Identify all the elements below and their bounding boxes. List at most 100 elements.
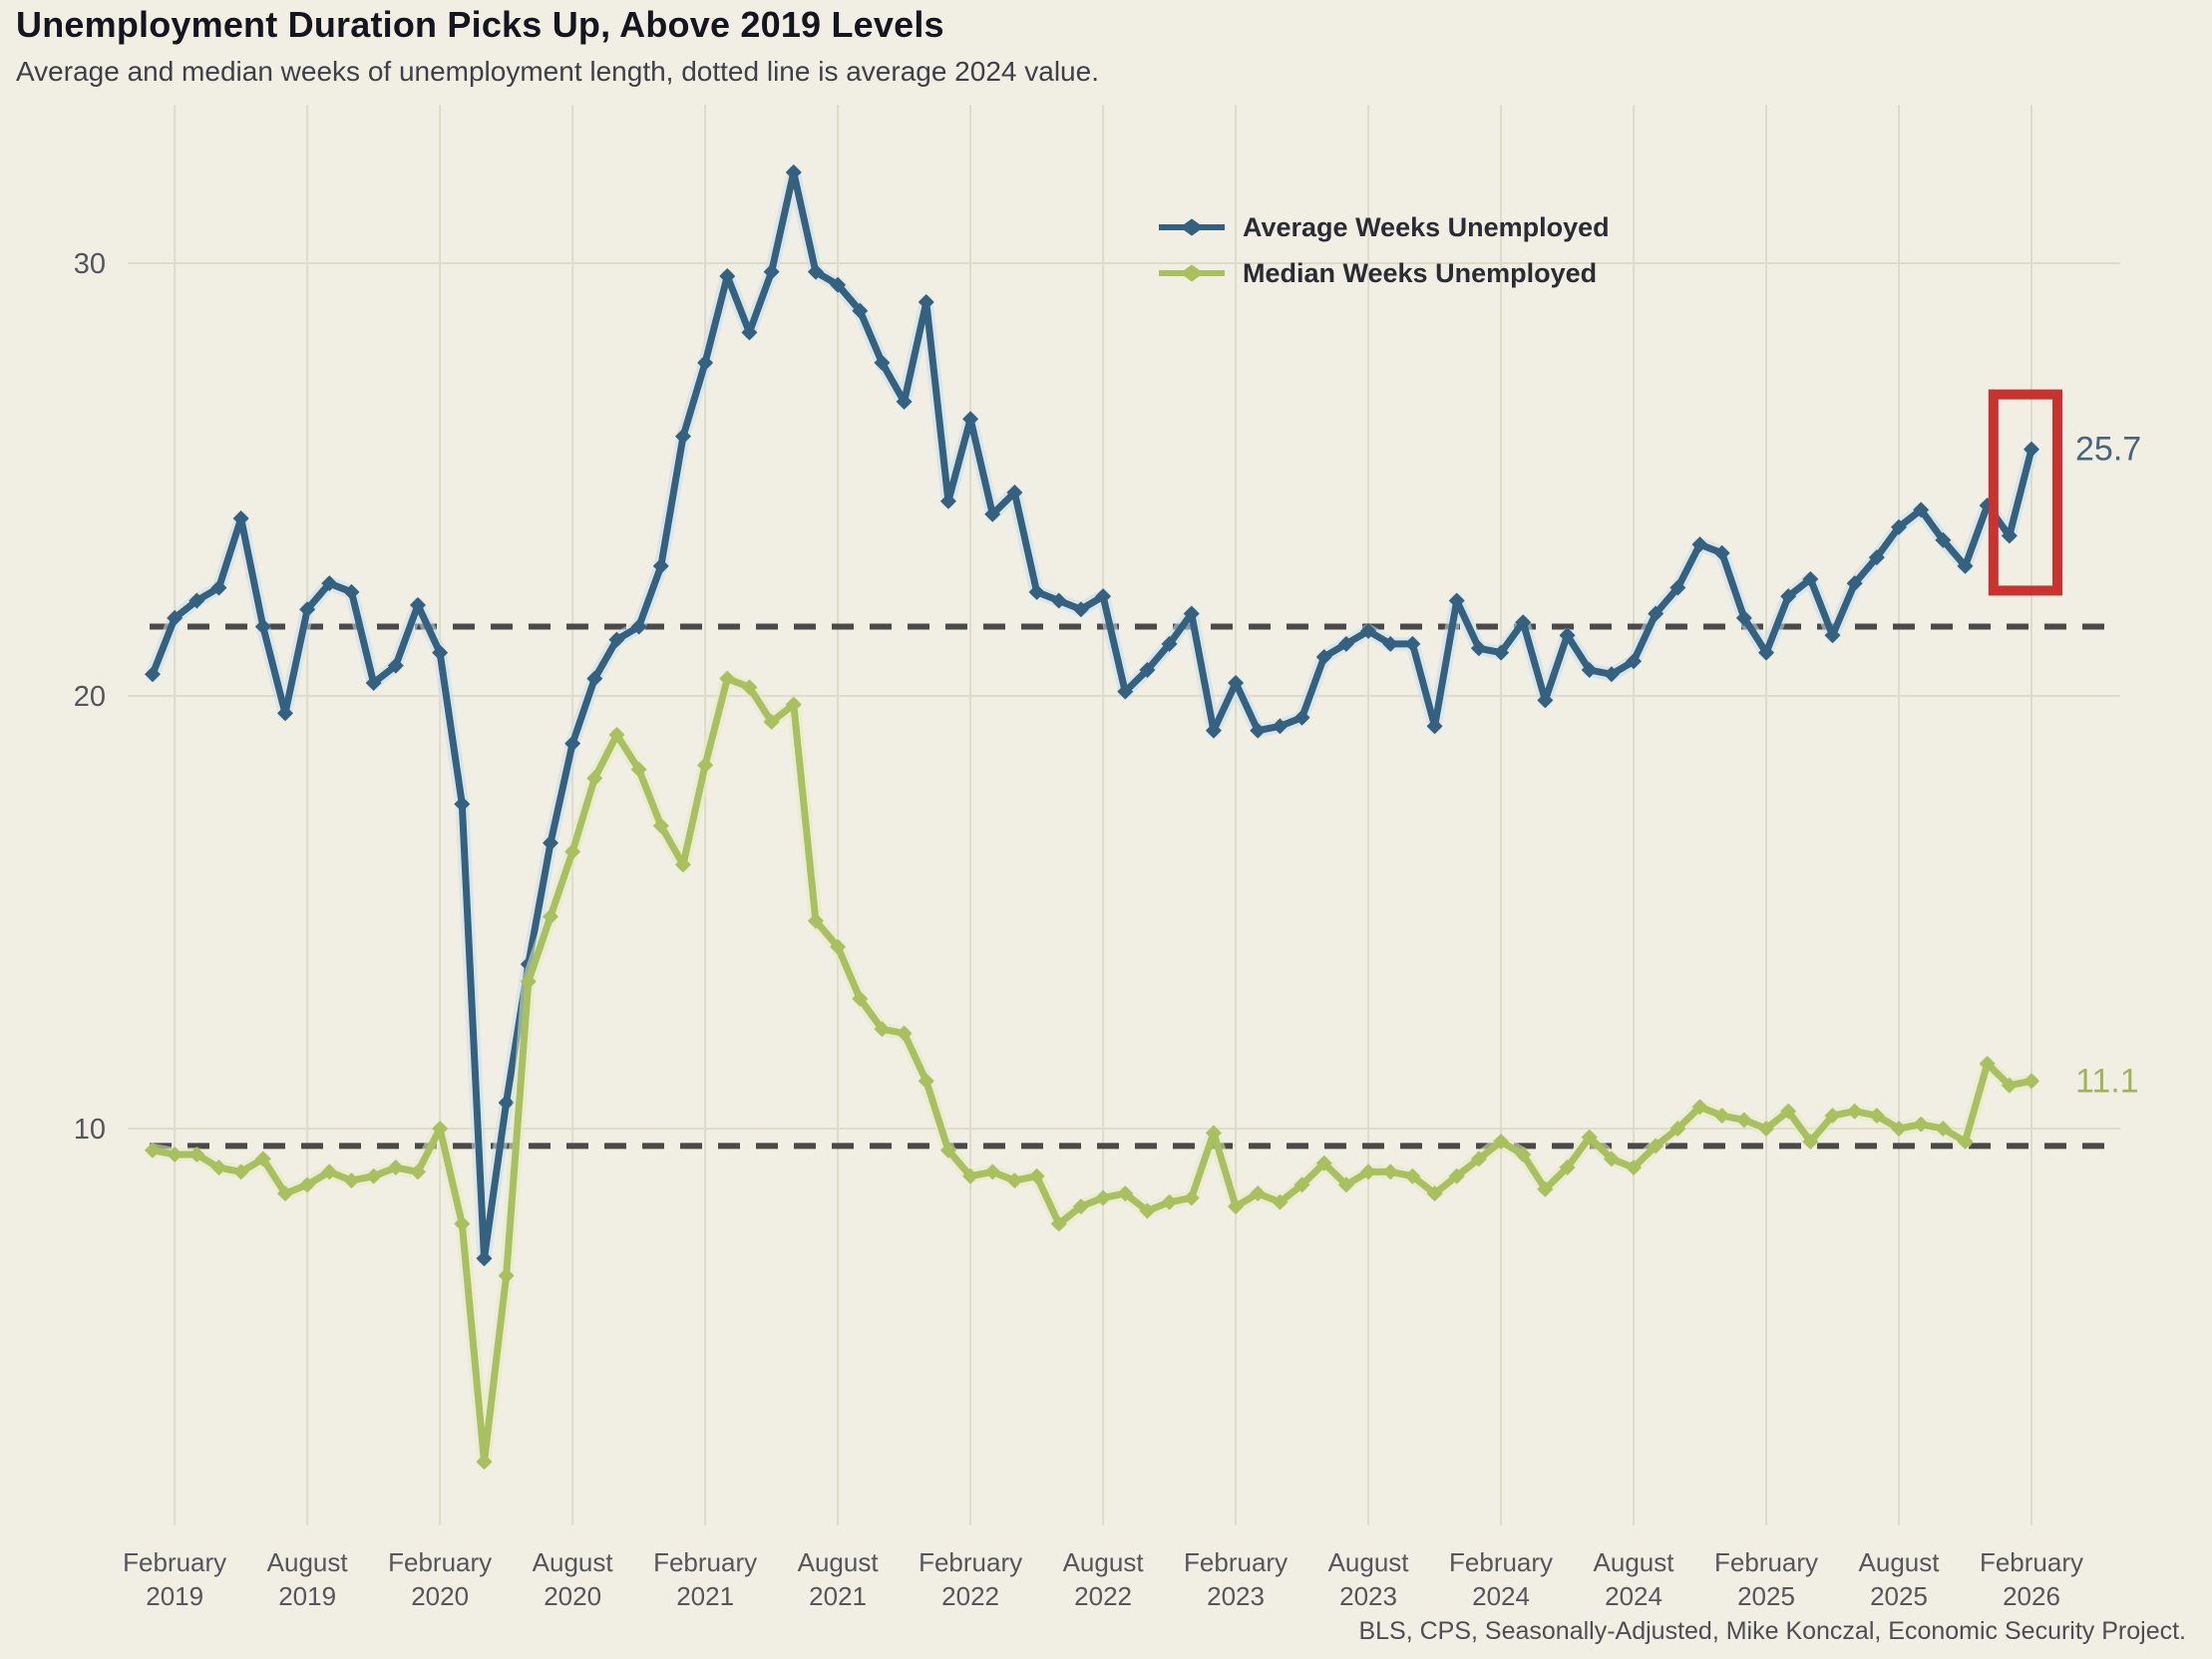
data-point-marker-average [276,705,293,722]
data-point-marker-median [1868,1107,1885,1124]
data-point-marker-average [939,493,956,509]
x-axis-tick-month: February [919,1547,1022,1577]
data-point-marker-average [1315,648,1332,665]
data-point-marker-median [1780,1103,1797,1120]
x-axis-tick-month: February [1980,1547,2083,1577]
data-point-marker-average [1404,635,1421,652]
data-point-marker-median [1072,1198,1089,1215]
data-point-marker-median [321,1163,338,1180]
data-point-marker-average [387,657,404,674]
data-point-marker-median [1360,1163,1377,1180]
data-point-marker-average [830,276,847,293]
data-point-marker-average [1072,601,1089,618]
data-point-marker-median [1515,1147,1532,1163]
data-point-marker-average [476,1250,493,1267]
data-point-marker-average [299,601,316,618]
data-point-marker-median [1758,1121,1775,1137]
data-point-marker-median [1713,1107,1730,1124]
data-point-marker-median [1426,1185,1443,1202]
x-axis-tick-year: 2019 [278,1581,336,1611]
data-point-marker-average [1515,614,1532,631]
data-point-marker-median [1603,1151,1620,1167]
data-point-marker-median [1802,1134,1819,1151]
data-point-marker-median [1935,1121,1952,1137]
data-point-marker-median [1228,1198,1245,1215]
data-point-marker-median [1891,1121,1908,1137]
series-halo-average [146,165,2038,1266]
data-point-marker-average [1691,536,1708,553]
x-axis-tick-year: 2023 [1339,1581,1397,1611]
data-point-marker-average [1537,692,1554,709]
x-axis-tick-month: August [1328,1547,1410,1577]
legend-label-median: Median Weeks Unemployed [1243,257,1598,288]
legend: Average Weeks Unemployed Median Weeks Un… [1157,211,1610,303]
data-point-marker-average [652,557,669,574]
x-axis-tick-year: 2024 [1472,1581,1530,1611]
data-point-marker-median [630,761,647,778]
data-point-marker-median [874,1021,891,1038]
x-axis-tick-year: 2021 [676,1581,734,1611]
data-point-marker-median [1028,1167,1045,1184]
data-point-marker-average [1913,501,1930,518]
x-axis-tick-year: 2020 [544,1581,601,1611]
data-point-marker-average [674,428,691,445]
average-swatch-diamond [1180,218,1204,236]
data-point-marker-average [1382,635,1399,652]
series-halo-median [146,671,2038,1470]
x-axis-tick-month: August [533,1547,614,1577]
data-point-marker-median [852,990,869,1007]
data-point-marker-median [1824,1107,1841,1124]
median-line-swatch-icon [1159,264,1225,282]
data-point-marker-median [276,1185,293,1202]
data-point-marker-median [896,1025,913,1042]
data-point-marker-average [1426,718,1443,735]
data-point-marker-median [2001,1077,2018,1094]
data-point-marker-average [343,583,360,600]
data-point-marker-average [1758,644,1775,661]
x-axis-tick-month: August [798,1547,880,1577]
data-point-marker-average [896,393,913,410]
data-point-marker-median [674,856,691,873]
data-point-marker-average [741,324,758,341]
data-point-marker-average [719,268,736,285]
data-point-marker-average [785,164,802,180]
data-point-marker-median [1559,1160,1576,1176]
x-axis-tick-month: August [1859,1547,1941,1577]
data-point-marker-median [1581,1129,1598,1146]
data-point-marker-median [1183,1189,1200,1206]
data-point-marker-median [807,912,824,929]
data-point-marker-median [1979,1055,1996,1072]
data-point-marker-median [1050,1215,1067,1232]
data-point-marker-median [254,1151,271,1167]
data-point-marker-median [962,1167,979,1184]
data-point-marker-average [984,505,1001,522]
highlight-box [1988,389,2063,596]
data-point-marker-average [1559,627,1576,644]
x-axis-tick-month: February [653,1547,757,1577]
data-point-marker-median [1648,1138,1664,1155]
data-point-marker-average [1824,627,1841,644]
x-axis-tick-year: 2025 [1870,1581,1928,1611]
data-point-marker-average [232,510,249,527]
data-point-marker-average [1957,557,1974,574]
data-point-marker-median [1117,1185,1134,1202]
data-point-marker-average [1493,644,1510,661]
data-point-marker-median [1691,1099,1708,1116]
x-axis-tick-month: February [388,1547,492,1577]
data-point-marker-average [210,579,227,596]
data-point-marker-median [1470,1151,1487,1167]
legend-item-median: Median Weeks Unemployed [1157,257,1610,289]
data-point-marker-average [2001,527,2018,544]
data-point-marker-average [2024,441,2039,458]
data-point-marker-average [564,735,581,752]
x-axis-tick-year: 2020 [411,1581,469,1611]
data-point-marker-average [1581,661,1598,678]
x-axis-tick-month: February [1714,1547,1818,1577]
data-point-marker-median [586,770,603,787]
data-point-marker-average [254,618,271,635]
x-axis-tick-month: February [1449,1547,1553,1577]
median-swatch-diamond [1180,264,1204,282]
data-point-marker-average [918,294,934,311]
